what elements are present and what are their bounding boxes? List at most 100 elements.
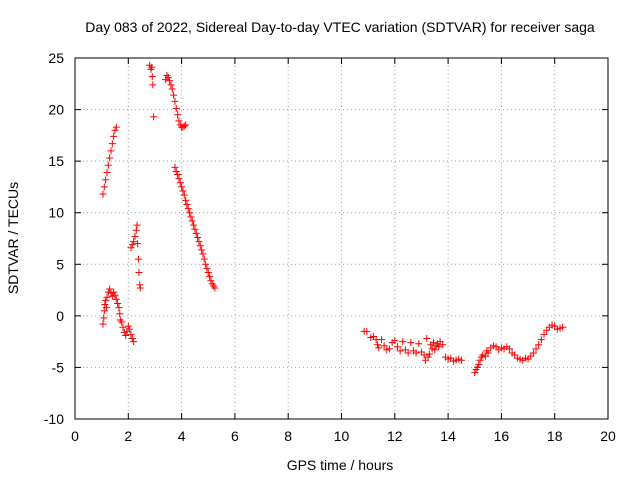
data-point (200, 255, 208, 263)
data-point (107, 147, 115, 155)
axis-ticks (74, 57, 609, 420)
data-point (166, 77, 174, 85)
data-point (106, 285, 114, 293)
data-point (537, 336, 545, 344)
data-point (172, 167, 180, 175)
data-point (110, 132, 118, 140)
x-tick-label: 4 (178, 428, 186, 444)
data-point (186, 209, 194, 217)
data-point (136, 281, 144, 289)
data-point (198, 246, 206, 254)
data-point (175, 117, 183, 125)
data-point (150, 113, 158, 121)
data-point (128, 241, 136, 249)
data-point (128, 335, 136, 343)
data-point (473, 363, 481, 371)
data-point (167, 81, 175, 89)
data-point (404, 349, 412, 357)
data-point (115, 304, 123, 312)
data-point (133, 221, 141, 229)
data-point (132, 226, 140, 234)
data-point (431, 346, 439, 354)
data-point (135, 269, 143, 277)
y-tick-label: 0 (56, 308, 64, 324)
data-point (412, 349, 420, 357)
data-point (99, 320, 107, 328)
data-point (399, 338, 407, 346)
x-tick-label: 14 (440, 428, 456, 444)
data-point (415, 340, 423, 348)
data-point (535, 341, 543, 349)
data-point (476, 356, 484, 364)
x-tick-label: 12 (387, 428, 403, 444)
data-point (206, 273, 214, 281)
data-point (136, 284, 144, 292)
data-point (211, 284, 219, 292)
y-tick-labels: -10 -5 0 5 10 15 20 25 (44, 50, 64, 427)
data-point (178, 183, 186, 191)
data-point (407, 339, 415, 347)
y-tick-label: 15 (48, 153, 64, 169)
x-tick-label: 2 (124, 428, 132, 444)
data-point (559, 323, 567, 331)
x-tick-label: 10 (334, 428, 350, 444)
data-point (377, 336, 385, 344)
y-tick-label: 20 (48, 102, 64, 118)
data-point (203, 264, 211, 272)
data-point (126, 325, 134, 333)
x-tick-labels: 0 2 4 6 8 10 12 14 16 18 20 (71, 428, 616, 444)
data-point (179, 187, 187, 195)
data-point (204, 269, 212, 277)
y-tick-label: 25 (48, 50, 64, 66)
data-point (529, 349, 537, 357)
data-point (112, 123, 120, 131)
data-point (127, 330, 135, 338)
data-point (100, 314, 108, 322)
x-tick-label: 16 (494, 428, 510, 444)
data-point (134, 255, 142, 263)
data-point (192, 229, 200, 237)
data-point (111, 126, 119, 134)
data-point (112, 295, 120, 303)
data-point (396, 347, 404, 355)
data-point (363, 327, 371, 335)
data-point (99, 190, 107, 198)
data-point (130, 238, 138, 246)
data-point (119, 323, 127, 331)
data-point (101, 301, 109, 309)
data-point (103, 293, 111, 301)
data-point (435, 343, 443, 351)
data-point (102, 176, 110, 184)
data-point (130, 338, 138, 346)
x-tick-label: 18 (547, 428, 563, 444)
y-tick-label: -5 (52, 359, 65, 375)
data-point (131, 232, 139, 240)
data-point (393, 343, 401, 351)
data-point (457, 356, 465, 364)
data-point (164, 74, 172, 82)
data-point (471, 369, 479, 377)
data-point (174, 171, 182, 179)
data-point (540, 330, 548, 338)
x-tick-label: 20 (600, 428, 616, 444)
x-axis-label: GPS time / hours (287, 457, 394, 473)
data-point (148, 73, 156, 81)
data-point (118, 318, 126, 326)
data-point (171, 163, 179, 171)
data-point (180, 122, 188, 130)
data-point (124, 322, 132, 330)
data-point (110, 288, 118, 296)
data-point (385, 345, 393, 353)
data-point (102, 304, 110, 312)
data-point (195, 238, 203, 246)
data-point (148, 63, 156, 71)
x-tick-label: 6 (231, 428, 239, 444)
data-point (375, 344, 383, 352)
data-point (196, 242, 204, 250)
data-point (190, 221, 198, 229)
data-point (183, 200, 191, 208)
data-point (391, 337, 399, 345)
data-point (103, 168, 111, 176)
grid (75, 58, 608, 419)
